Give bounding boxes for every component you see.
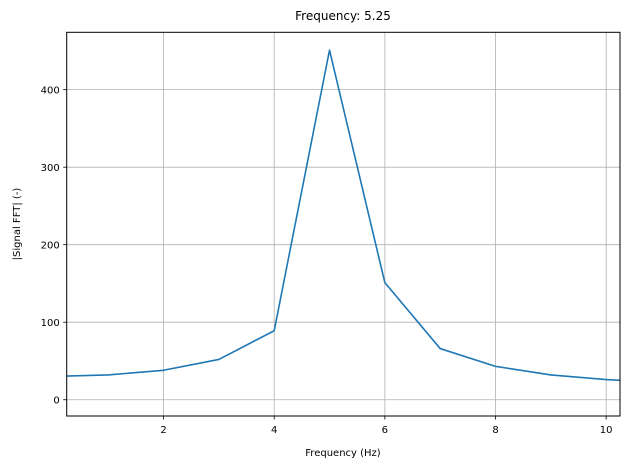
x-tick-label: 6: [382, 425, 388, 436]
y-tick-label: 400: [41, 85, 60, 96]
x-tick-label: 2: [160, 425, 166, 436]
y-tick-label: 0: [53, 395, 59, 406]
x-axis-ticks: 2 4 6 8 10: [160, 416, 613, 436]
y-tick-label: 100: [41, 318, 60, 329]
y-tick-label: 200: [41, 240, 60, 251]
series-line: [66, 49, 620, 382]
y-axis-ticks: 0 100 200 300 400: [41, 85, 67, 406]
x-tick-label: 10: [600, 425, 613, 436]
chart-title: Frequency: 5.25: [295, 9, 391, 23]
y-tick-label: 300: [41, 163, 60, 174]
axes-frame: [66, 31, 621, 417]
x-tick-label: 4: [271, 425, 277, 436]
grid-lines: [66, 32, 620, 416]
x-tick-label: 8: [492, 425, 498, 436]
data-line: [66, 49, 620, 382]
x-axis-label: Frequency (Hz): [305, 448, 381, 459]
y-axis-label: |Signal FFT| (-): [12, 188, 23, 261]
